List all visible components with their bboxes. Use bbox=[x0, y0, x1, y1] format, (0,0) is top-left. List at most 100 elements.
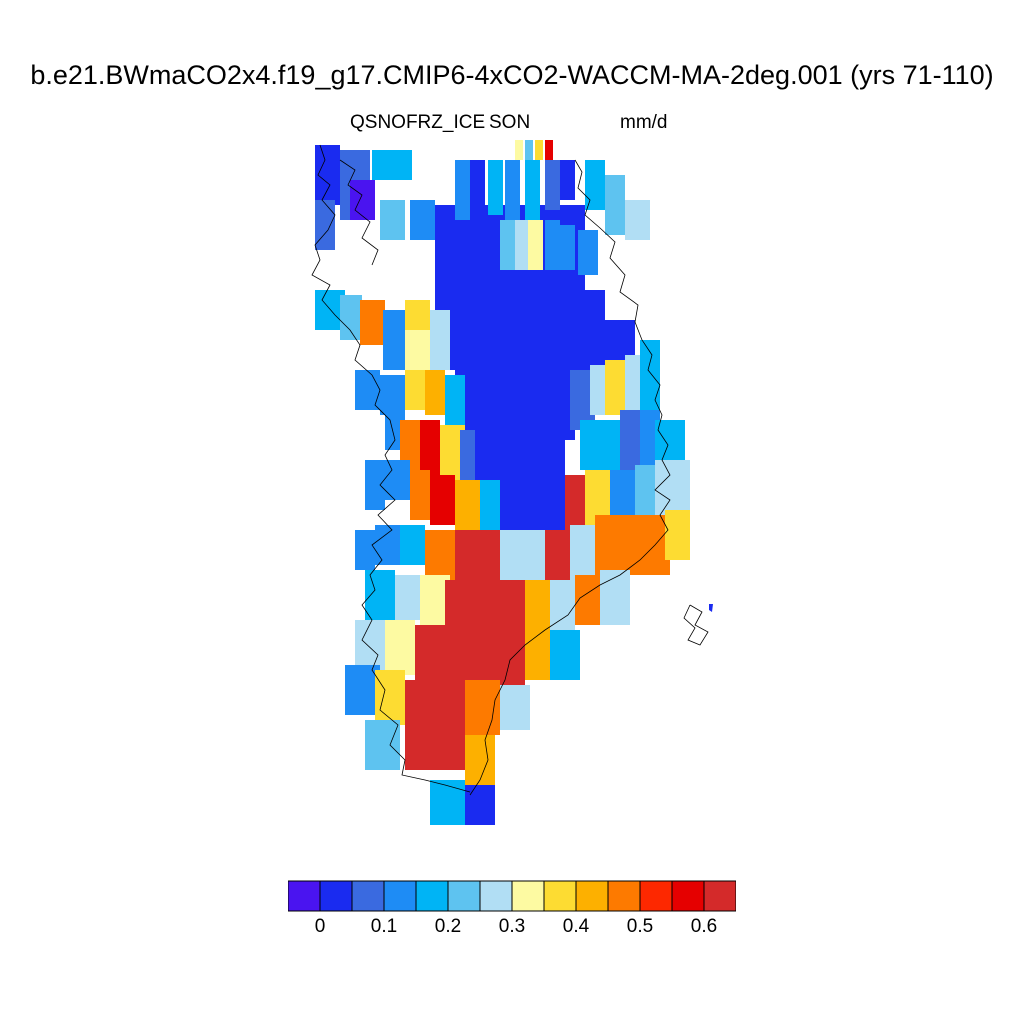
field-cell bbox=[410, 200, 435, 240]
field-cell bbox=[460, 430, 475, 480]
field-cell bbox=[525, 140, 533, 160]
field-cell bbox=[620, 410, 640, 470]
field-cell bbox=[400, 525, 425, 565]
island-marker bbox=[709, 604, 713, 612]
variable-label: QSNOFRZ_ICE bbox=[350, 112, 486, 133]
season-label: SON bbox=[489, 112, 531, 133]
field-cell bbox=[405, 300, 430, 330]
field-cell bbox=[605, 175, 625, 235]
colorbar-swatch bbox=[511, 880, 545, 912]
field-cell bbox=[550, 580, 575, 630]
colorbar-tick-label: 0.1 bbox=[370, 916, 398, 937]
coastline-interior bbox=[339, 159, 379, 266]
colorbar-tick-label: 0.4 bbox=[562, 916, 590, 937]
field-cell bbox=[350, 180, 375, 220]
colorbar-swatch bbox=[447, 880, 481, 912]
field-cell bbox=[640, 340, 660, 410]
field-cell bbox=[355, 370, 380, 410]
field-cell bbox=[465, 680, 500, 735]
field-cell bbox=[425, 370, 445, 415]
field-cell bbox=[405, 680, 465, 770]
field-cell bbox=[355, 530, 375, 570]
field-cell bbox=[550, 630, 580, 680]
field-cell bbox=[360, 300, 385, 345]
field-cell bbox=[315, 145, 340, 205]
field-cell bbox=[385, 460, 410, 500]
field-cell bbox=[455, 480, 480, 530]
field-cell bbox=[500, 685, 530, 730]
field-cell bbox=[470, 160, 485, 215]
island-outline bbox=[683, 604, 709, 646]
coastline-west bbox=[311, 144, 471, 793]
field-cell bbox=[395, 575, 420, 620]
field-cell bbox=[455, 160, 470, 220]
field-cell bbox=[465, 735, 495, 785]
field-cell bbox=[380, 375, 405, 415]
field-cell bbox=[515, 220, 530, 270]
field-cell bbox=[355, 620, 385, 670]
field-cell bbox=[560, 225, 575, 270]
field-cell bbox=[580, 420, 620, 470]
colorbar-swatch bbox=[575, 880, 609, 912]
field-cell bbox=[545, 220, 560, 270]
field-cell bbox=[578, 230, 598, 275]
field-cell bbox=[375, 525, 400, 565]
colorbar-swatch bbox=[543, 880, 577, 912]
field-cell bbox=[545, 140, 553, 160]
field-cell bbox=[405, 330, 430, 370]
colorbar-swatch bbox=[703, 880, 736, 912]
field-cell bbox=[465, 785, 495, 825]
field-cell bbox=[415, 625, 525, 685]
field-cell bbox=[665, 510, 690, 560]
field-cell bbox=[340, 295, 362, 340]
field-cell bbox=[525, 580, 550, 635]
field-cell bbox=[560, 160, 575, 200]
field-cell bbox=[500, 530, 550, 580]
field-cell bbox=[425, 530, 455, 580]
colorbar bbox=[288, 880, 736, 912]
field-cell bbox=[365, 460, 385, 510]
field-cell bbox=[595, 515, 670, 575]
colorbar-swatch bbox=[639, 880, 673, 912]
field-cell bbox=[480, 480, 500, 530]
field-cell bbox=[345, 665, 380, 715]
field-cell bbox=[610, 470, 635, 520]
field-cell bbox=[365, 720, 400, 770]
colorbar-tick-label: 0.2 bbox=[434, 916, 462, 937]
field-cell bbox=[383, 310, 405, 370]
field-cell bbox=[410, 470, 430, 520]
map-title: b.e21.BWmaCO2x4.f19_g17.CMIP6-4xCO2-WACC… bbox=[30, 60, 994, 90]
colorbar-tick-label: 0.3 bbox=[498, 916, 526, 937]
colorbar-swatch bbox=[607, 880, 641, 912]
field-cell bbox=[445, 375, 465, 425]
field-cell bbox=[445, 580, 525, 630]
field-cell bbox=[430, 475, 455, 525]
field-cell bbox=[430, 310, 450, 370]
colorbar-swatch bbox=[288, 880, 321, 912]
units-label: mm/d bbox=[620, 112, 668, 133]
field-cell bbox=[420, 420, 440, 475]
field-cell bbox=[505, 160, 520, 220]
field-cell bbox=[455, 370, 575, 440]
colorbar-tick-label: 0.5 bbox=[626, 916, 654, 937]
field-cell bbox=[315, 200, 335, 250]
colorbar-swatch bbox=[319, 880, 353, 912]
field-cell bbox=[500, 220, 515, 270]
field-cell bbox=[488, 160, 503, 215]
field-cell bbox=[535, 140, 543, 160]
colorbar-swatch bbox=[671, 880, 705, 912]
colorbar-tick-label: 0.6 bbox=[690, 916, 718, 937]
field-cell bbox=[585, 160, 605, 210]
colorbar-tick-label: 0 bbox=[314, 916, 326, 937]
coastline bbox=[311, 144, 709, 796]
colorbar-swatch bbox=[351, 880, 385, 912]
field-cell bbox=[400, 420, 420, 470]
field-cell bbox=[515, 140, 523, 160]
field-cell bbox=[375, 670, 405, 725]
field-cell bbox=[455, 290, 605, 330]
coastline-east bbox=[469, 159, 671, 796]
field-cell bbox=[405, 370, 425, 410]
field-cell bbox=[430, 780, 465, 825]
field-cell bbox=[372, 150, 412, 180]
